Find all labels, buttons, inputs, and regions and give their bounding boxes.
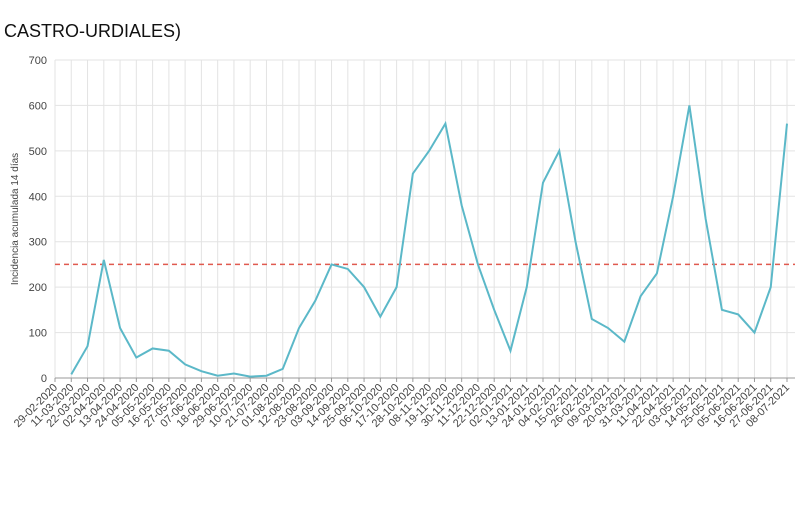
y-tick-label: 300 bbox=[29, 237, 47, 249]
y-tick-label: 0 bbox=[41, 373, 47, 385]
y-tick-label: 400 bbox=[29, 191, 47, 203]
y-axis-label: Incidencia acumulada 14 días bbox=[10, 153, 21, 285]
data-line bbox=[70, 105, 788, 378]
y-tick-label: 600 bbox=[29, 100, 47, 112]
y-tick-label: 500 bbox=[29, 146, 47, 158]
chart-title: CASTRO-URDIALES) bbox=[4, 21, 181, 41]
y-tick-label: 100 bbox=[29, 328, 47, 340]
y-tick-label: 700 bbox=[29, 55, 47, 67]
y-tick-label: 200 bbox=[29, 282, 47, 294]
